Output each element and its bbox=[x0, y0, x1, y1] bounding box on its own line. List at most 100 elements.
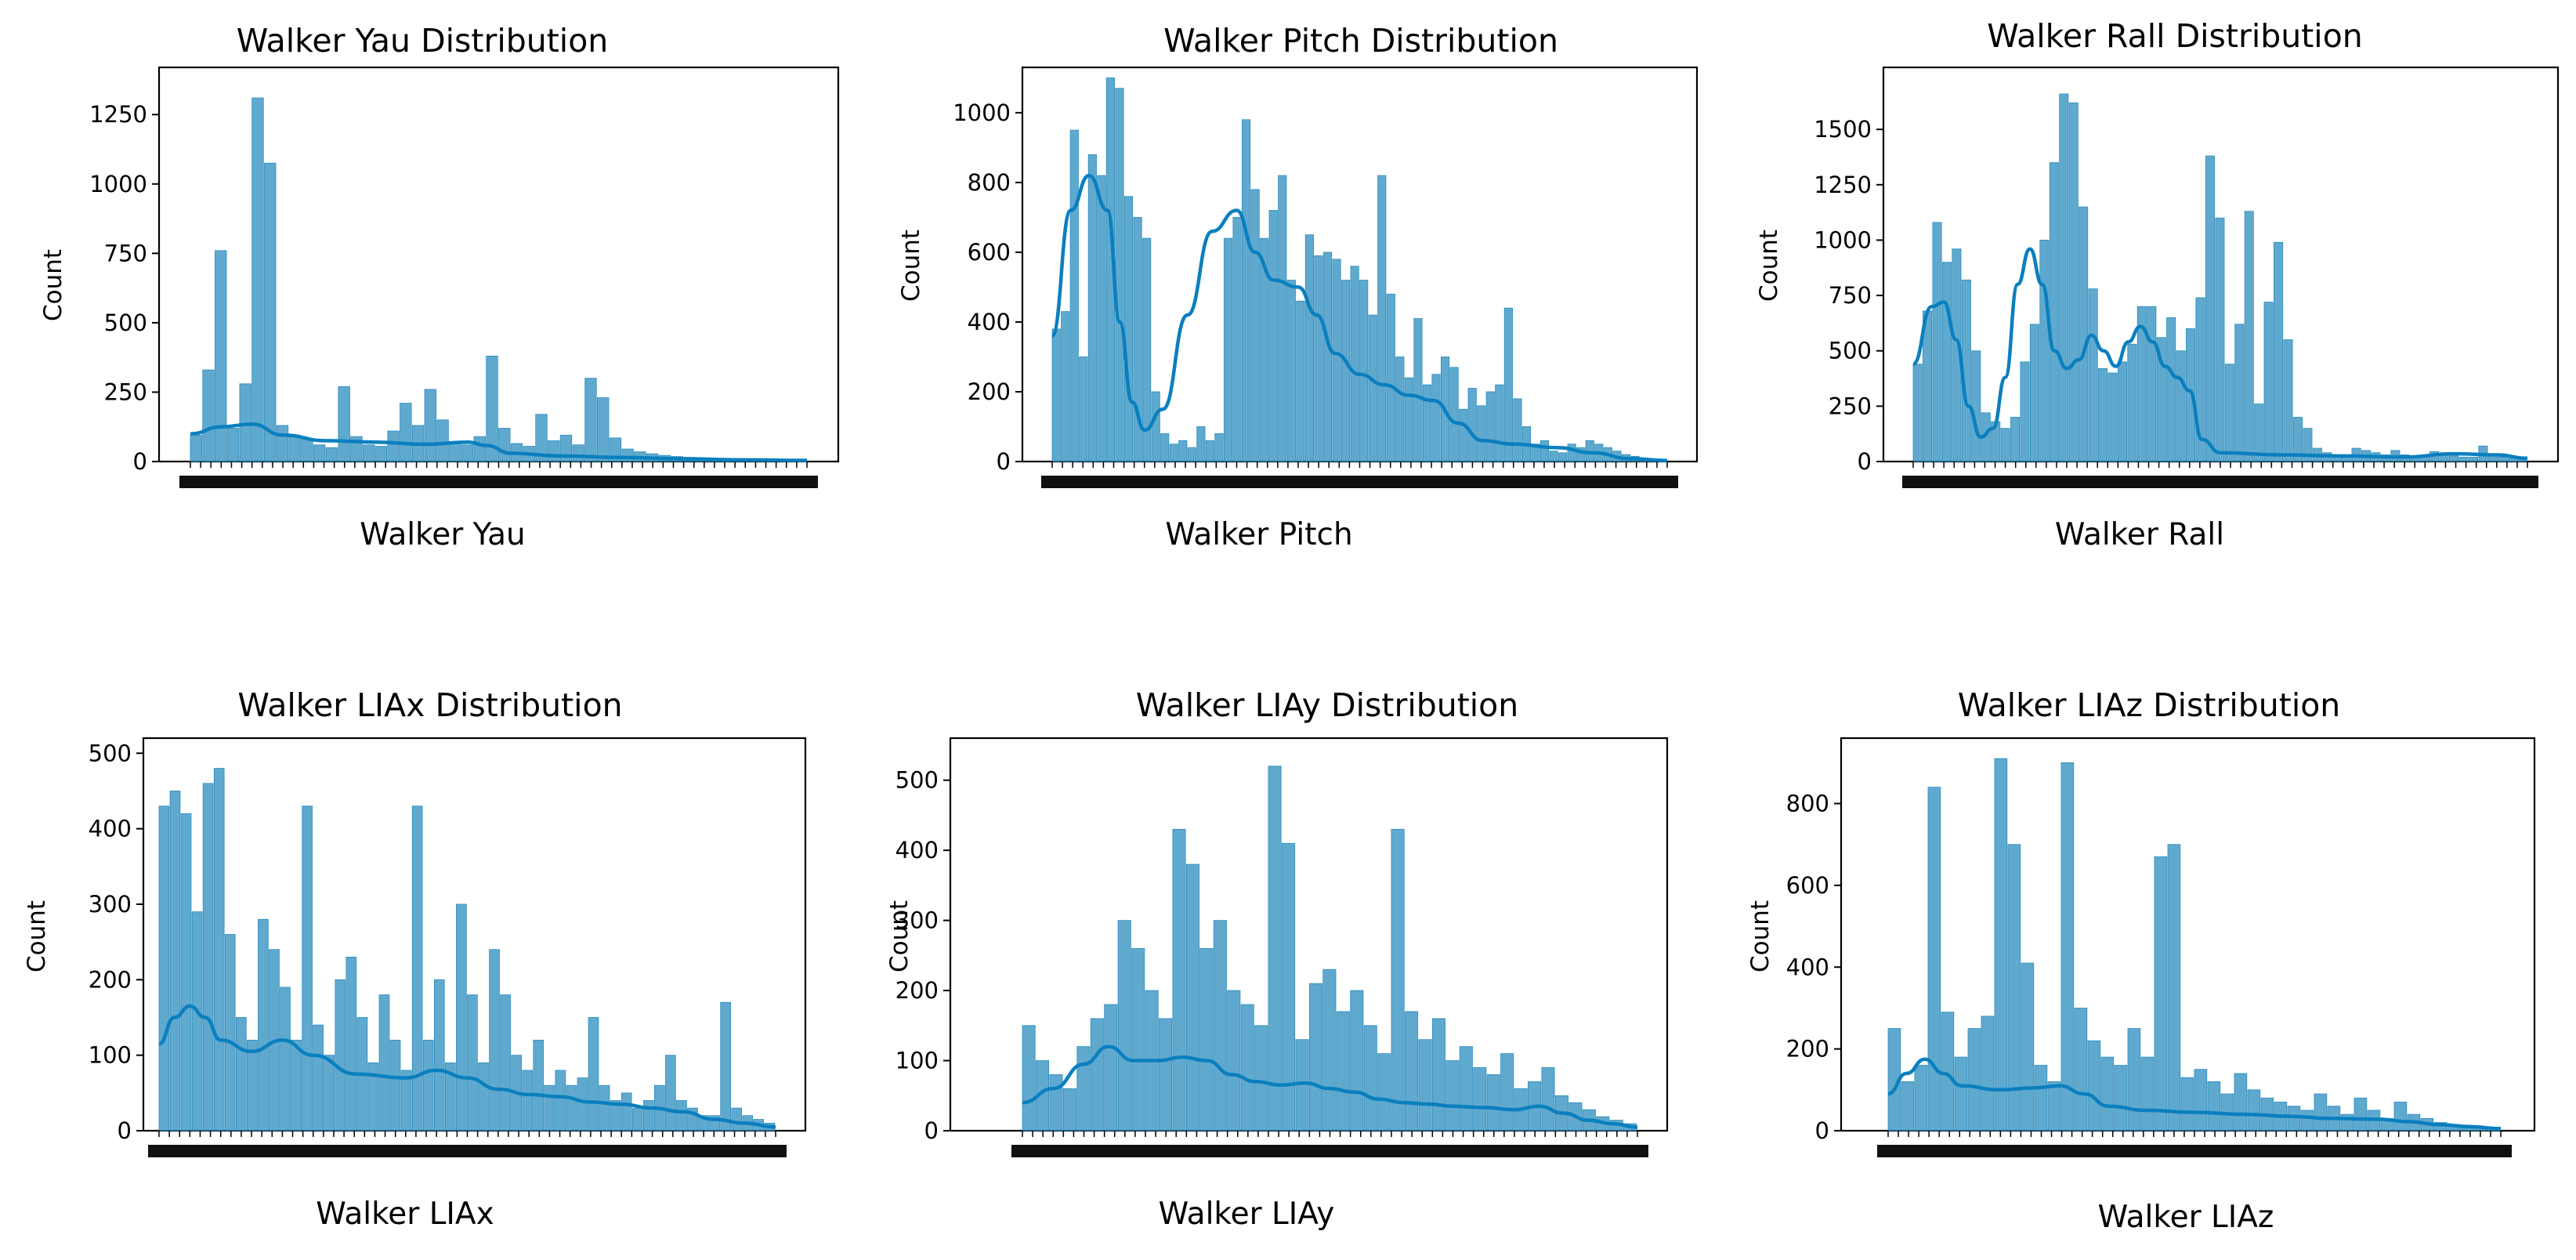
histogram-bar bbox=[1199, 947, 1214, 1131]
histogram-bar bbox=[1133, 217, 1142, 462]
histogram-bar bbox=[1459, 1046, 1473, 1131]
histogram-bar bbox=[280, 987, 291, 1131]
histogram-bar bbox=[291, 1039, 302, 1131]
histogram-bar bbox=[444, 1062, 456, 1131]
histogram-bar bbox=[1391, 828, 1405, 1131]
y-axis-label: Count bbox=[23, 900, 51, 972]
histogram-bar bbox=[1539, 440, 1550, 462]
histogram-bar bbox=[2292, 417, 2303, 462]
histogram-bar bbox=[2194, 1069, 2208, 1131]
histogram-bar bbox=[2039, 240, 2050, 462]
histogram-bar bbox=[1117, 920, 1131, 1131]
histogram-bar bbox=[2079, 206, 2089, 462]
histogram-bar bbox=[191, 911, 203, 1131]
y-tick-label: 100 bbox=[89, 1042, 132, 1069]
histogram-bar bbox=[313, 444, 326, 462]
histogram-bar bbox=[1981, 1016, 1995, 1131]
histogram-bar bbox=[1322, 252, 1333, 462]
histogram-bar bbox=[180, 813, 192, 1131]
histogram-bar bbox=[1513, 398, 1522, 462]
histogram-bar bbox=[1901, 1081, 1915, 1131]
histogram-bar bbox=[1405, 1011, 1419, 1131]
histogram-bar bbox=[498, 428, 511, 462]
y-tick-label: 500 bbox=[895, 767, 939, 794]
histogram-bar bbox=[422, 1039, 434, 1131]
histogram-bar bbox=[2007, 844, 2021, 1131]
histogram-bar bbox=[1278, 175, 1287, 462]
kde-curve bbox=[1887, 1057, 2502, 1131]
histogram-bar bbox=[374, 446, 388, 462]
histogram-bar bbox=[2224, 364, 2234, 462]
y-tick-label: 600 bbox=[968, 239, 1011, 266]
y-tick-label: 100 bbox=[895, 1048, 939, 1074]
x-tick-labels bbox=[1041, 476, 1678, 488]
histogram-bar bbox=[264, 162, 277, 462]
histogram-bar bbox=[449, 441, 461, 462]
histogram-bar bbox=[1169, 444, 1178, 462]
histogram-bar bbox=[424, 389, 436, 462]
y-axis-label: Count bbox=[885, 900, 914, 972]
histogram-bar bbox=[1473, 1067, 1487, 1131]
histogram-bar bbox=[1104, 1004, 1118, 1131]
histogram-bar bbox=[1022, 1025, 1036, 1131]
kde-curve bbox=[158, 1004, 776, 1129]
histogram-bar bbox=[1941, 262, 1952, 462]
histogram-bar bbox=[2136, 306, 2147, 462]
histogram-bar bbox=[338, 386, 350, 462]
histogram-bar bbox=[1431, 1018, 1445, 1131]
histogram-bar bbox=[335, 979, 346, 1131]
histogram-bar bbox=[584, 378, 597, 462]
histogram-bar bbox=[1332, 259, 1341, 462]
histogram-bar bbox=[1914, 1065, 1928, 1131]
histogram-bar bbox=[555, 1070, 566, 1131]
histogram-bar bbox=[1314, 255, 1323, 462]
y-tick-label: 1000 bbox=[89, 171, 147, 197]
histogram-bar bbox=[665, 1055, 676, 1131]
histogram-bar bbox=[1485, 391, 1495, 462]
histogram-bar bbox=[1932, 222, 1942, 462]
histogram-bar bbox=[1090, 1018, 1104, 1131]
histogram-bar bbox=[2107, 372, 2118, 462]
histogram-bar bbox=[276, 425, 289, 462]
histogram-bar bbox=[1049, 1074, 1063, 1131]
histogram-bar bbox=[2433, 1122, 2448, 1131]
histogram-bar bbox=[1541, 1067, 1555, 1131]
y-tick-label: 400 bbox=[895, 837, 939, 864]
histogram-bar bbox=[2140, 1056, 2155, 1131]
histogram-bar bbox=[2393, 1102, 2408, 1131]
histogram-bar bbox=[2068, 102, 2079, 462]
chart-title: Walker LIAx Distribution bbox=[237, 686, 622, 724]
histogram-bar bbox=[1445, 1060, 1460, 1131]
histogram-bar bbox=[2300, 1110, 2314, 1131]
histogram-bar bbox=[1062, 1088, 1076, 1131]
histogram-bar bbox=[1187, 447, 1196, 462]
histogram-bar bbox=[158, 806, 170, 1131]
histogram-bar bbox=[2087, 1040, 2101, 1131]
y-tick-label: 300 bbox=[89, 891, 132, 918]
histogram-bar bbox=[2010, 417, 2021, 462]
histogram-bar bbox=[1486, 1074, 1500, 1131]
y-axis-label: Count bbox=[1746, 900, 1775, 972]
y-tick-label: 250 bbox=[1829, 393, 1872, 419]
histogram-bar bbox=[2247, 1089, 2261, 1131]
histogram-bar bbox=[346, 957, 357, 1131]
histogram-bar bbox=[1413, 318, 1423, 462]
histogram-bar bbox=[1286, 280, 1296, 462]
histogram-bar bbox=[2468, 456, 2478, 462]
histogram-bar bbox=[1304, 234, 1314, 462]
histogram-bar bbox=[486, 355, 498, 462]
x-axis-label: Walker LIAx bbox=[316, 1197, 494, 1232]
histogram-bar bbox=[1350, 266, 1359, 462]
y-tick-label: 250 bbox=[104, 378, 147, 405]
y-tick-label: 0 bbox=[1858, 448, 1872, 475]
histogram-bar bbox=[1395, 357, 1405, 462]
subplot-walker-liaz: Walker LIAz Distribution Count Walker LI… bbox=[1746, 686, 2536, 1235]
histogram-bar bbox=[1227, 990, 1241, 1131]
y-tick-label: 500 bbox=[89, 740, 132, 766]
subplot-walker-pitch: Walker Pitch Distribution Count Walker P… bbox=[897, 22, 1699, 552]
histogram-bar bbox=[489, 949, 500, 1131]
y-axis-label: Count bbox=[39, 249, 67, 321]
chart-title: Walker Pitch Distribution bbox=[1163, 22, 1558, 60]
histogram-bar bbox=[631, 1107, 643, 1131]
